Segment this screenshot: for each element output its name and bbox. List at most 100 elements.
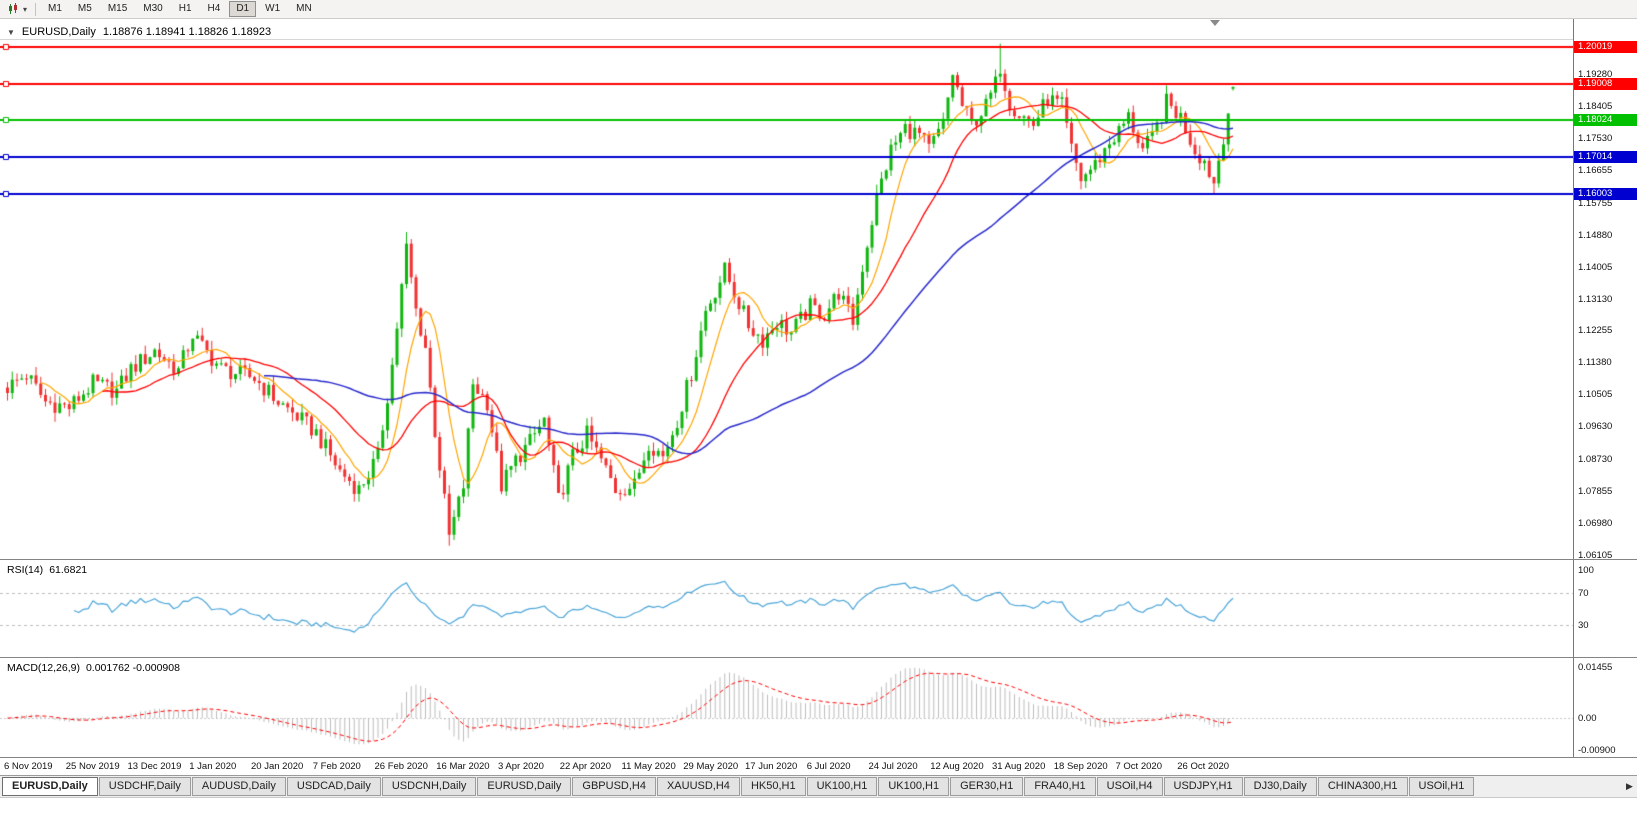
timeframe-button-w1[interactable]: W1 — [258, 1, 287, 17]
timeframe-button-h4[interactable]: H4 — [201, 1, 228, 17]
macd-canvas[interactable] — [0, 658, 1573, 757]
timeframe-buttons-group: M1 M5 M15 M30 H1 H4 D1 W1 MN — [40, 1, 320, 17]
price-axis-tick: 1.16655 — [1578, 164, 1613, 176]
timeframe-button-h1[interactable]: H1 — [172, 1, 199, 17]
hline-price-tag[interactable]: 1.17014 — [1574, 150, 1637, 163]
hline-price-tag[interactable]: 1.16003 — [1574, 187, 1637, 200]
timeframe-button-d1[interactable]: D1 — [229, 1, 257, 17]
date-axis-label: 6 Jul 2020 — [806, 761, 851, 772]
date-axis-label: 6 Nov 2019 — [4, 761, 53, 772]
candlestick-chart-icon — [8, 3, 21, 15]
chart-tab-fra40-h1[interactable]: FRA40,H1 — [1024, 777, 1096, 796]
chart-tab-uk100-h1[interactable]: UK100,H1 — [806, 777, 878, 796]
hline-price-tag[interactable]: 1.20019 — [1574, 41, 1637, 53]
chart-tab-usoil-h1[interactable]: USOil,H1 — [1408, 777, 1475, 796]
tab-scroll-right-button[interactable]: ▶ — [1626, 781, 1633, 791]
timeframe-button-m15[interactable]: M15 — [101, 1, 134, 17]
chart-ohlc-values: 1.18876 1.18941 1.18826 1.18923 — [102, 26, 272, 38]
date-axis-label: 3 Apr 2020 — [498, 761, 544, 772]
timeframe-button-mn[interactable]: MN — [289, 1, 319, 17]
chart-tab-dj30-daily[interactable]: DJ30,Daily — [1243, 777, 1317, 796]
chart-tab-xauusd-h4[interactable]: XAUUSD,H4 — [656, 777, 740, 796]
date-axis-label: 7 Feb 2020 — [312, 761, 361, 772]
price-axis-tick: 1.13130 — [1578, 293, 1613, 305]
price-axis-tick: 1.18405 — [1578, 100, 1613, 112]
chart-tab-ger30-h1[interactable]: GER30,H1 — [950, 777, 1024, 796]
macd-values: 0.001762 -0.000908 — [85, 662, 180, 674]
chart-dropdown-icon[interactable]: ▼ — [7, 27, 15, 37]
chart-header: ▼ EURUSD,Daily 1.18876 1.18941 1.18826 1… — [7, 26, 271, 38]
chart-tab-eurusd-daily[interactable]: EURUSD,Daily — [2, 777, 98, 796]
rsi-axis-tick: 100 — [1578, 565, 1594, 576]
rsi-axis: 100 70 30 — [1573, 560, 1637, 657]
date-axis-label: 1 Jan 2020 — [189, 761, 237, 772]
price-axis-tick: 1.17530 — [1578, 132, 1613, 144]
date-axis-label: 25 Nov 2019 — [65, 761, 120, 772]
timeframe-button-m1[interactable]: M1 — [41, 1, 69, 17]
chart-tab-eurusd-daily[interactable]: EURUSD,Daily — [477, 777, 572, 796]
main-chart-pane: ▼ EURUSD,Daily 1.18876 1.18941 1.18826 1… — [0, 19, 1637, 561]
rsi-pane: RSI(14) 61.6821 100 70 30 — [0, 560, 1637, 658]
date-axis-label: 18 Sep 2020 — [1053, 761, 1108, 772]
hline-price-tag[interactable]: 1.18024 — [1574, 113, 1637, 126]
chart-symbol-label: EURUSD,Daily — [21, 26, 96, 38]
hline-price-tag[interactable]: 1.19008 — [1574, 77, 1637, 90]
toolbar-separator — [35, 2, 37, 16]
date-axis-label: 13 Dec 2019 — [127, 761, 182, 772]
chart-tab-usdjpy-h1[interactable]: USDJPY,H1 — [1163, 777, 1243, 796]
price-axis-tick: 1.19280 — [1578, 68, 1613, 80]
macd-axis-tick: -0.00900 — [1578, 744, 1616, 756]
chart-tab-usdchf-daily[interactable]: USDCHF,Daily — [98, 777, 191, 796]
chart-type-button[interactable]: ▾ — [4, 3, 31, 15]
macd-pane: MACD(12,26,9) 0.001762 -0.000908 0.01455… — [0, 658, 1637, 758]
timeframe-button-m30[interactable]: M30 — [136, 1, 169, 17]
date-axis-label: 11 May 2020 — [621, 761, 676, 772]
price-axis-tick: 1.14005 — [1578, 261, 1613, 273]
timeframe-button-m5[interactable]: M5 — [71, 1, 99, 17]
chart-header-rule — [0, 39, 1573, 40]
chart-tab-usoil-h4[interactable]: USOil,H4 — [1096, 777, 1163, 796]
chart-tab-bar: EURUSD,Daily USDCHF,Daily AUDUSD,Daily USDC… — [0, 776, 1637, 798]
price-axis[interactable]: 1.19280 1.18405 1.17530 1.16655 1.15755 1.148… — [1573, 19, 1637, 561]
chart-tab-audusd-daily[interactable]: AUDUSD,Daily — [191, 777, 286, 796]
macd-axis-tick: 0.00 — [1578, 713, 1597, 725]
date-axis-label: 12 Aug 2020 — [930, 761, 984, 772]
chevron-down-icon: ▾ — [23, 4, 28, 14]
price-axis-tick: 1.06980 — [1578, 518, 1613, 530]
price-axis-tick: 1.10505 — [1578, 389, 1613, 401]
rsi-name: RSI(14) — [7, 564, 44, 576]
chart-tab-china300-h1[interactable]: CHINA300,H1 — [1317, 777, 1408, 796]
price-axis-tick: 1.11380 — [1578, 357, 1612, 369]
date-axis-label: 16 Mar 2020 — [436, 761, 490, 772]
date-axis-label: 24 Jul 2020 — [868, 761, 918, 772]
price-axis-tick: 1.08730 — [1578, 454, 1613, 466]
rsi-indicator-label: RSI(14) 61.6821 — [7, 564, 87, 576]
price-axis-tick: 1.06105 — [1578, 550, 1613, 561]
date-axis-label: 20 Jan 2020 — [251, 761, 304, 772]
chart-tab-usdcnh-daily[interactable]: USDCNH,Daily — [381, 777, 477, 796]
price-axis-tick: 1.09630 — [1578, 421, 1613, 433]
price-axis-tick: 1.15755 — [1578, 197, 1613, 209]
date-axis-label: 31 Aug 2020 — [992, 761, 1046, 772]
main-chart-canvas[interactable] — [0, 19, 1573, 559]
date-axis-label: 29 May 2020 — [683, 761, 739, 772]
rsi-axis-tick: 30 — [1578, 619, 1589, 631]
macd-indicator-label: MACD(12,26,9) 0.001762 -0.000908 — [7, 662, 180, 674]
chart-tab-uk100-h1[interactable]: UK100,H1 — [878, 777, 950, 796]
macd-name: MACD(12,26,9) — [7, 662, 80, 674]
date-axis-label: 22 Apr 2020 — [559, 761, 611, 772]
bottom-filler — [0, 798, 1637, 829]
date-axis[interactable]: 6 Nov 2019 25 Nov 2019 13 Dec 2019 1 Jan 20… — [0, 758, 1637, 776]
date-axis-label: 7 Oct 2020 — [1115, 761, 1162, 772]
date-axis-label: 26 Oct 2020 — [1177, 761, 1230, 772]
price-axis-tick: 1.14880 — [1578, 229, 1613, 241]
chart-tab-hk50-h1[interactable]: HK50,H1 — [740, 777, 806, 796]
chart-tab-gbpusd-h4[interactable]: GBPUSD,H4 — [572, 777, 656, 796]
chart-tab-usdcad-daily[interactable]: USDCAD,Daily — [286, 777, 381, 796]
date-axis-label: 17 Jun 2020 — [745, 761, 798, 772]
macd-axis: 0.01455 0.00 -0.00900 — [1573, 658, 1637, 757]
rsi-canvas[interactable] — [0, 560, 1573, 657]
timeframe-toolbar: ▾ M1 M5 M15 M30 H1 H4 D1 W1 MN — [0, 0, 1637, 19]
macd-axis-tick: 0.01455 — [1578, 661, 1613, 673]
